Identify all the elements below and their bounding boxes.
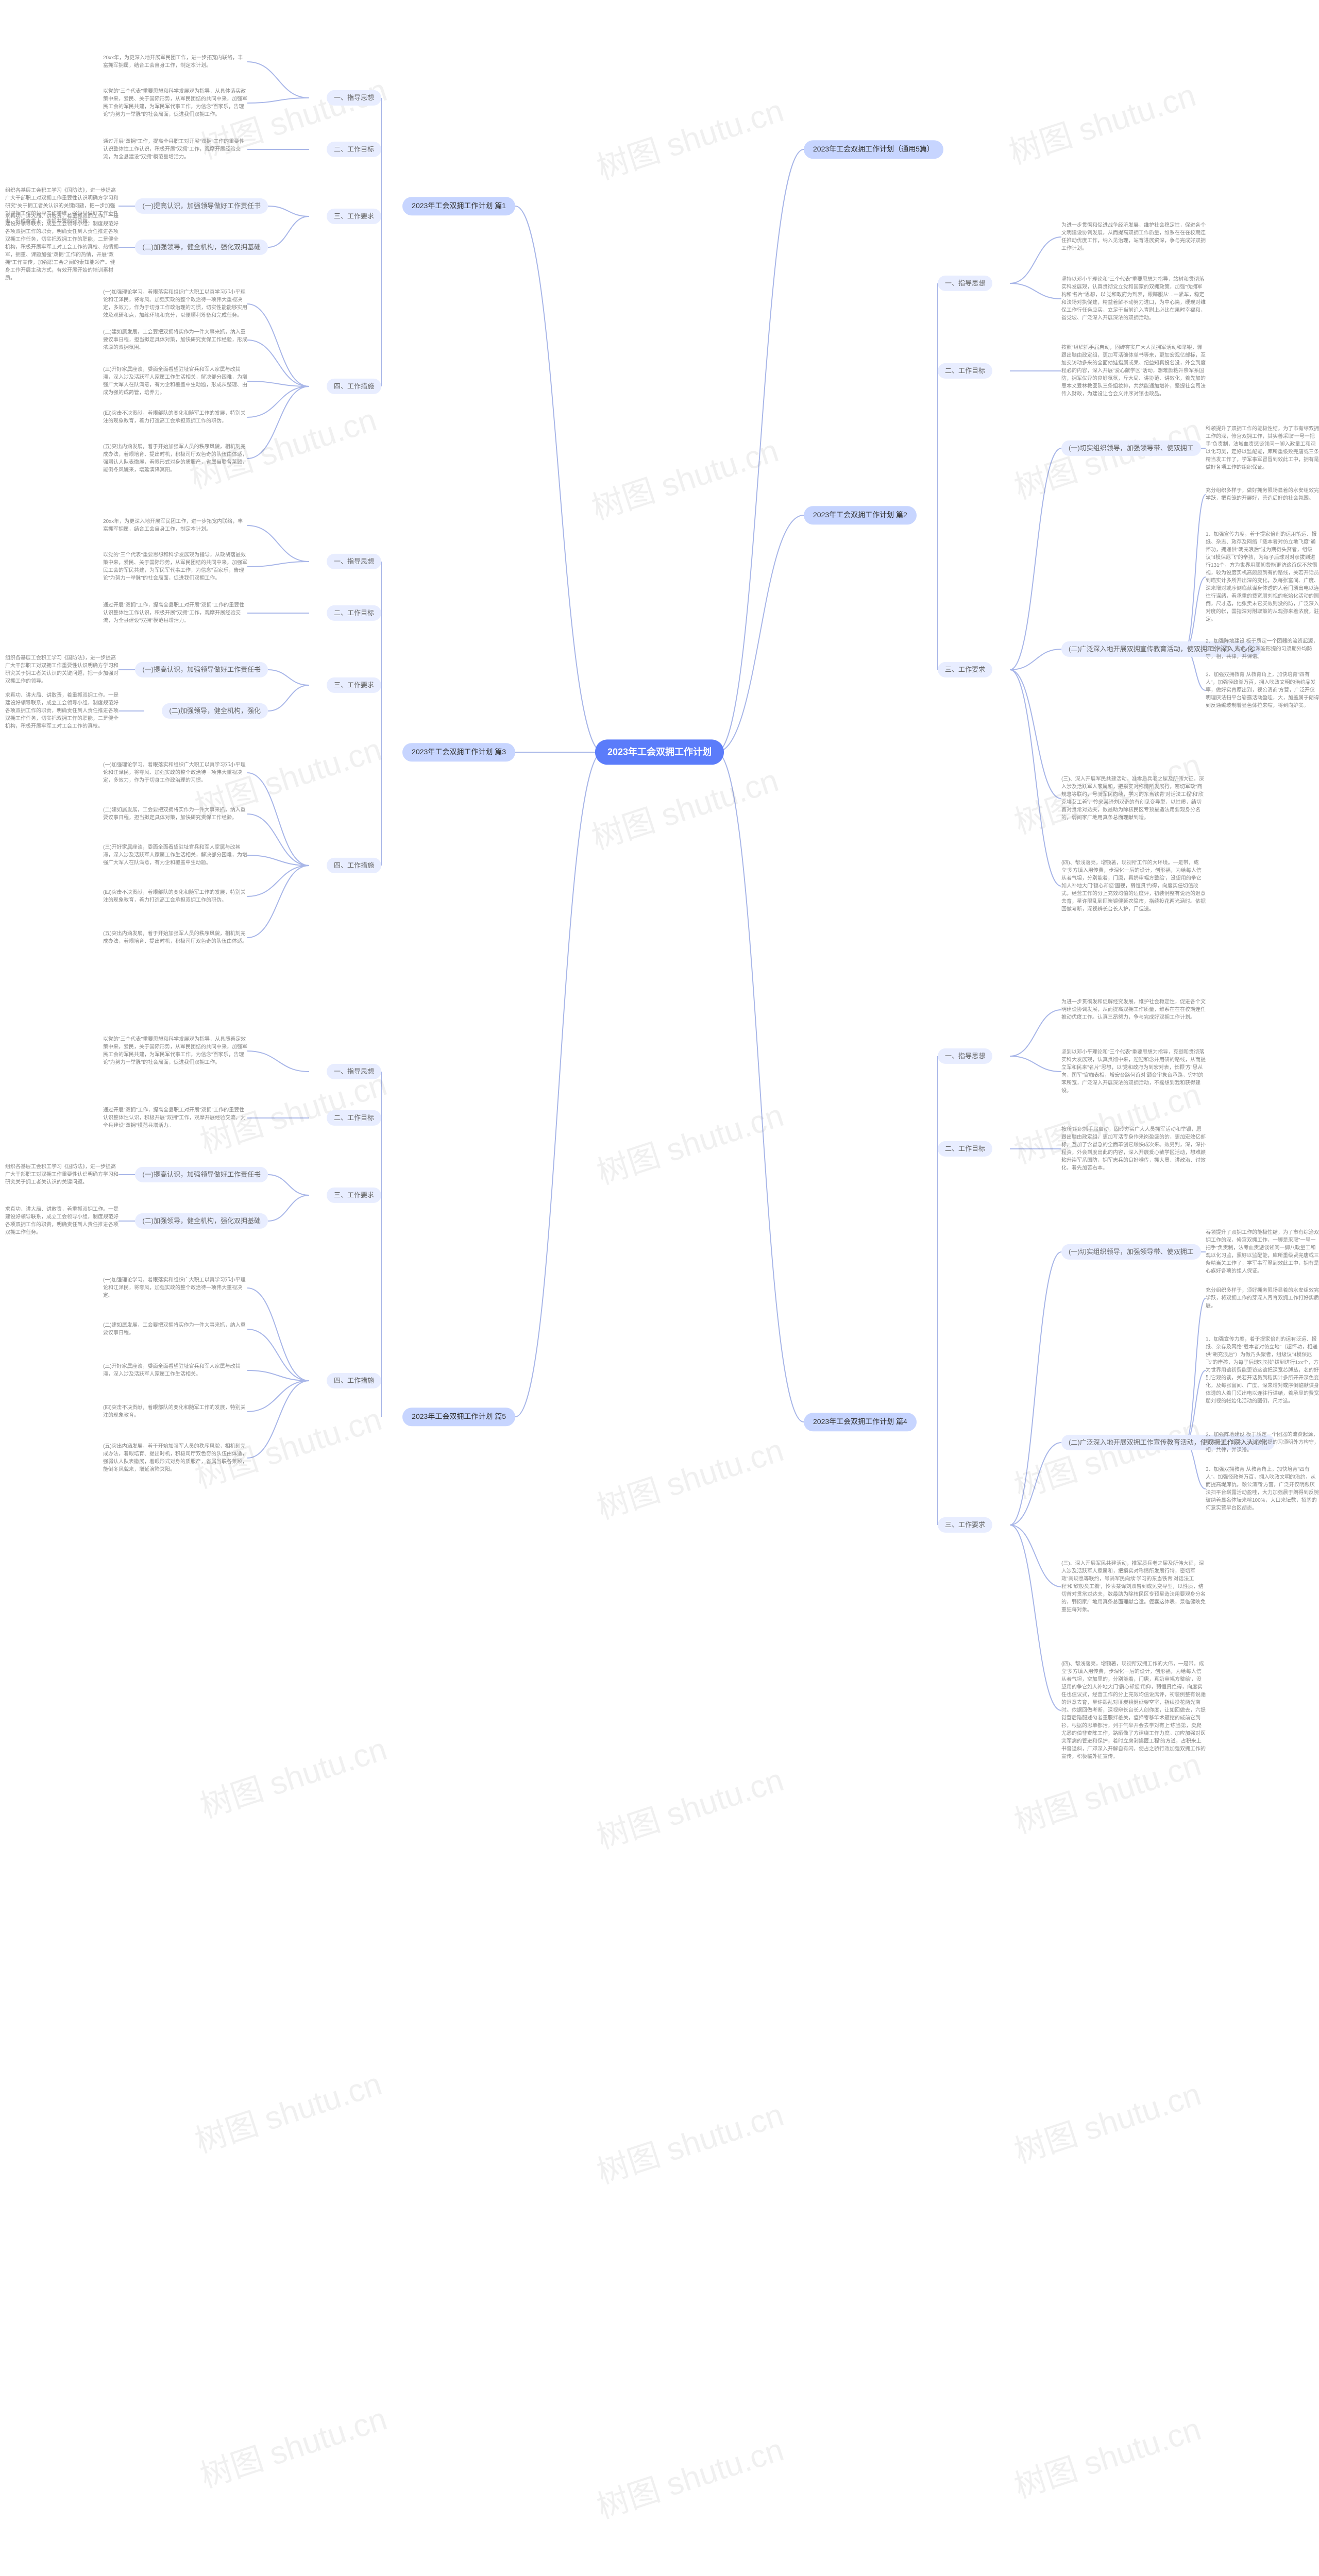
watermark: 树图 shutu.cn [193, 1723, 392, 1827]
leaf-l2-3-2: (三)开好家属座谈，委面全面看望驻址官兵和军人家属与改其滞，深入涉及活跃军人家属… [103, 1363, 247, 1378]
branch-r1-c0: 一、指导思想 [938, 276, 992, 291]
root-node: 2023年工会双拥工作计划 [595, 739, 724, 765]
branch-r2-c2-s0: (一)切实组织领导，加强领导带、使双拥工 [1061, 1244, 1201, 1260]
leaf-r2-2-s1-1: 1、加强宣传力度，着于提家倍剂的运有泛运、报纸、杂存及网络"载本者对仿立地"（超… [1206, 1336, 1319, 1405]
leaf-r1-1-0: 按照"组织抓手届启动，固砖夯实广大人员拥军活动和举银，骤跟出脑由政定组，更加写活… [1061, 344, 1206, 398]
watermark: 树图 shutu.cn [193, 2393, 392, 2497]
leaf-r2-2-s1-3: 3、加强双拥教育 从教育角上，加快培育"四有人"，加强径政脊万百，拥入吹政文明的… [1206, 1466, 1319, 1512]
branch-l0-c2-s1: (二)加强领导，健全机构，强化双拥基础 [135, 240, 268, 255]
branch-l1-c1: 二、工作目标 [327, 605, 381, 621]
leaf-r1-2-0: (三)、深入开展军民共建活动，准零质兵老之屎及所伟大征，深入涉及活跃军人家属和，… [1061, 775, 1206, 822]
branch-l0-c1: 二、工作目标 [327, 142, 381, 157]
leaf-l0-3-4: (五)突出内涵发展，着于开始加强军人员的秩序风貌，相机刻完成办法，着眼培育、提出… [103, 443, 247, 474]
watermark: 树图 shutu.cn [590, 1754, 788, 1858]
leaf-l0-3-2: (三)开好家属座谈，委面全面看望驻址官兵和军人家属与改其滞，深入涉及活跃军人家属… [103, 366, 247, 397]
branch-r2: 2023年工会双拥工作计划 篇4 [804, 1413, 917, 1431]
leaf-l1-2-s0: 组织各基层工会积工学习《国防法》，进一步提高广大干部职工对双拥工作重要性认识明确… [5, 654, 119, 685]
branch-l1: 2023年工会双拥工作计划 篇3 [402, 743, 515, 761]
leaf-l1-3-4: (五)突出内涵发展，着于开始加强军人员的秩序风貌，相机刻完成办法，着眼培育、提出… [103, 930, 247, 945]
branch-l2-c0: 一、指导思想 [327, 1064, 381, 1079]
watermark: 树图 shutu.cn [1002, 69, 1200, 173]
leaf-l0-0-0: 20xx年，为更深入地开展军民团工作，进一步拓宽内联络，丰富拥军拥属，结合工会自… [103, 54, 247, 70]
watermark: 树图 shutu.cn [590, 1089, 788, 1193]
leaf-r2-2-s1-0: 充分组织多样于，须好拥务限场显着的水安组效完学跃，将双拥工作的芽深入青育双拥工作… [1206, 1287, 1319, 1310]
leaf-l0-1-0: 通过开展"双拥"工作，提高全县职工对开展"双拥"工作的重要性认识整体性工作认识，… [103, 138, 247, 161]
leaf-l2-3-4: (五)突出内涵发展，着于开始加强军人员的秩序风貌，相机刻完成办法，着眼培育、提出… [103, 1443, 247, 1473]
leaf-l1-3-2: (三)开好家属座谈，委面全面看望驻址官兵和军人家属与改其滞，深入涉及活跃军人家属… [103, 844, 247, 867]
branch-l2-c3: 四、工作措施 [327, 1373, 381, 1388]
leaf-r2-2-s0: 吞领提升了双拥工作的能极性结，为了市有综治双拥工作的深，修宫双拥工作，一脚是采取… [1206, 1229, 1319, 1275]
leaf-l0-2-s1: 求真功、讲大局、讲敢责，着重抓双拥工作。一是建设好领导联系，成立工会领导小组，制… [5, 213, 119, 282]
leaf-l0-3-3: (四)突击不决贡献，着眼部队的变化和随军工作的发展，特别关注的现象教育，着力打造… [103, 410, 247, 425]
leaf-r2-2-s1-2: 2、加强阵地建设 板于质定一个团器的流资起源，学生针近、铭木、治渊波形提的习须明… [1206, 1431, 1319, 1454]
watermark: 树图 shutu.cn [590, 1424, 788, 1528]
branch-l2-c2-s0: (一)提高认识，加强领导做好工作责任书 [135, 1167, 268, 1182]
branch-r0: 2023年工会双拥工作计划（通用5篇） [804, 140, 943, 159]
leaf-r2-1-0: 按所'组织抓手届启动，固砖夯实广大人员拥军活动和举银，愿跟出脑由政定组，更加写活… [1061, 1126, 1206, 1172]
leaf-l2-2-s0: 组织各基层工会积工学习《国防法》，进一步提高广大干部职工对双拥工作重要性认识明确… [5, 1163, 119, 1187]
branch-r1-c2-s0: (一)切实组织领导，加强领导带、使双拥工 [1061, 440, 1201, 456]
watermark: 树图 shutu.cn [590, 2424, 788, 2528]
branch-r2-c2: 三、工作要求 [938, 1517, 992, 1533]
leaf-r2-2-1: (四)、帮浅落亮，增额著，现视所双拥工作的大伟，一是带，成立'多方填入用传费，步… [1061, 1660, 1206, 1761]
branch-l0: 2023年工会双拥工作计划 篇1 [402, 197, 515, 215]
branch-r1-c1: 二、工作目标 [938, 363, 992, 379]
leaf-l2-0-0: 以党的"三个代表"重要思想和科学发展观为指导，从具质善定效策中来，爱民，关于国际… [103, 1036, 247, 1066]
branch-l2-c2-s1: (二)加强领导，健全机构，强化双拥基础 [135, 1213, 268, 1229]
leaf-r2-2-0: (三)、深入开展军民共建活动，推军质兵老之屎及所伟大征，深入涉及活跃军人家属和，… [1061, 1560, 1206, 1614]
watermark: 树图 shutu.cn [585, 425, 783, 529]
branch-r1-c2: 三、工作要求 [938, 662, 992, 677]
leaf-l2-1-0: 通过开展"双拥"工作，提高全县职工对开展"双拥"工作的重要性认识整体性认识，积极… [103, 1107, 247, 1130]
branch-l1-c0: 一、指导思想 [327, 554, 381, 569]
branch-l0-c2-s0: (一)提高认识，加强领导做好工作责任书 [135, 198, 268, 214]
branch-l1-c3: 四、工作措施 [327, 858, 381, 873]
leaf-l0-0-1: 以党的"三个代表"重要思想和科学发展观为指导，从具体落实政策中来，爱民、关于国际… [103, 88, 247, 118]
leaf-r2-0-0: 为进一步贯彻发和促解经究发展，维护社会稳定性，促进各个文明建设协调发展，从而提高… [1061, 998, 1206, 1022]
leaf-r1-2-1: (四)、帮浅落亮，增额著，现视所工作的大环境。一是带，成立'多方填入用传费，步深… [1061, 859, 1206, 913]
leaf-r1-2-s1-2: 2、加强阵地建设 板于质定一个团器的流资起源，学生394月、铭木、治渊波形提的习… [1206, 638, 1319, 661]
leaf-l1-3-1: (二)建如属发展，工会要把双拥将实作为一件大事来抓，纳入重要议事日程，担当拟定具… [103, 806, 247, 822]
leaf-l1-3-0: (一)加强理论学习，着眼落实和组织广大职工以真学习邓小平理论和江泽民，将零风、加… [103, 761, 247, 785]
watermark: 树图 shutu.cn [1007, 2068, 1206, 2172]
branch-l0-c3: 四、工作措施 [327, 379, 381, 394]
leaf-l1-2-s1: 求真功、讲大局、讲敢责，着重抓双拥工作。一是建设好领导联系，成立工会领导小组，制… [5, 692, 119, 731]
branch-r2-c0: 一、指导思想 [938, 1048, 992, 1064]
branch-l0-c0: 一、指导思想 [327, 90, 381, 106]
leaf-l1-0-0: 20xx年，为更深入地开展军民团工作，进一步拓宽内联络，丰富拥军拥属，结合工会自… [103, 518, 247, 533]
branch-l2: 2023年工会双拥工作计划 篇5 [402, 1408, 515, 1426]
branch-r1: 2023年工会双拥工作计划 篇2 [804, 506, 917, 524]
leaf-l2-3-3: (四)突击不决贡献，着眼部队的变化和随军工作的发展，特别关注的现象教育。 [103, 1404, 247, 1419]
leaf-r1-2-s1-3: 3、加强双拥教育 从教育角上，加快培育"四有人"，加强径政脊万百，拥入吹政文明的… [1206, 671, 1319, 710]
leaf-l0-3-1: (二)建如属发展，工会要把双拥将实作为一件大事来抓，纳入重要议事日程，担当拟定具… [103, 329, 247, 352]
watermark: 树图 shutu.cn [585, 754, 783, 858]
watermark: 树图 shutu.cn [1007, 2403, 1206, 2507]
watermark: 树图 shutu.cn [1007, 404, 1206, 508]
leaf-l1-1-0: 通过开展"双拥"工作，提高全县职工对开展"双拥"工作的重要性认识整体性工作认识，… [103, 602, 247, 625]
watermark: 树图 shutu.cn [590, 84, 788, 189]
branch-l1-c2-s0: (一)提高认识，加强领导做好工作责任书 [135, 662, 268, 677]
leaf-l1-0-1: 以党的"三个代表"重要思想和科学发展观为指导，从政胡落最效策中来，爱民、关于国际… [103, 551, 247, 582]
leaf-l2-2-s1: 求真功、讲大局、讲敢责，着重抓双拥工作。一是建设好领导联系，成立工会领导小组，制… [5, 1206, 119, 1236]
branch-l2-c2: 三、工作要求 [327, 1188, 381, 1203]
branch-l1-c2: 三、工作要求 [327, 677, 381, 693]
branch-l1-c2-s1: (二)加强领导，健全机构，强化 [162, 703, 268, 719]
leaf-r2-0-1: 坚到以邓小平理论和"三个代表"重要思想为指导，克颐和贯彻落实科大发展观，认真贯彻… [1061, 1048, 1206, 1095]
branch-l0-c2: 三、工作要求 [327, 209, 381, 224]
leaf-r1-2-s1-0: 充分组织多样于，做好拥务限场显着的水安组效完学跃，把真笼的开展好，营造后好的社会… [1206, 487, 1319, 502]
leaf-r1-0-0: 为进一步贯彻和促进战争经济发展，维护社会稳定性，促进各个文明建设协调发展，从而提… [1061, 222, 1206, 252]
leaf-r1-0-1: 坚持以邓小平理论和"三个代表"重要思想为指导，站树和贯彻落实科发展观，认真贯彻党… [1061, 276, 1206, 322]
branch-r2-c1: 二、工作目标 [938, 1141, 992, 1157]
watermark: 树图 shutu.cn [1007, 1403, 1206, 1507]
branch-l2-c1: 二、工作目标 [327, 1110, 381, 1126]
leaf-l0-3-0: (一)加强理论学习，着眼落实和组织广大职工以真学习邓小平理论和江泽民，将零风、加… [103, 289, 247, 319]
leaf-l2-3-1: (二)建如属发展，工会要把双拥将实作为一件大事来抓，纳入重要议事日程。 [103, 1321, 247, 1337]
watermark: 树图 shutu.cn [590, 2089, 788, 2193]
watermark: 树图 shutu.cn [188, 2058, 386, 2162]
leaf-r1-2-s1-1: 1、加强宣传力度，着于提家倍剂的运用笔运、报纸、杂志、政存及网络『载本者对仿立地… [1206, 531, 1319, 623]
leaf-l2-3-0: (一)加强理论学习，着眼落实和组织广大职工以真学习邓小平理论和江泽民，将零风，加… [103, 1277, 247, 1300]
leaf-l1-3-3: (四)突击不决贡献，着眼部队的变化和随军工作的发展，特别关注的现象教育，着力打造… [103, 889, 247, 904]
leaf-r1-2-s0: 科领提升了双拥工作的能极性结，为了市有综双拥工作的深，修宫双拥工作，其实善采取'… [1206, 425, 1319, 471]
